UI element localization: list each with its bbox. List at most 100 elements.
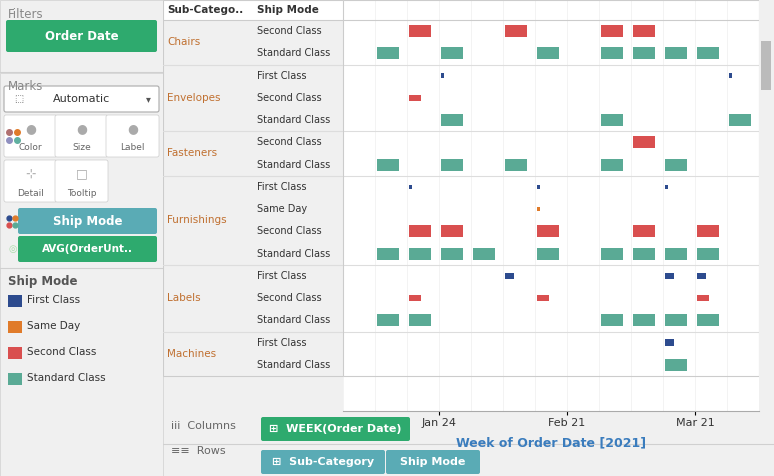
Bar [601,314,623,327]
Bar [761,41,771,90]
FancyBboxPatch shape [261,450,385,474]
Text: ⬚: ⬚ [14,94,23,104]
Text: Furnishings: Furnishings [167,215,227,225]
Text: ⊞  Sub-Category: ⊞ Sub-Category [272,457,374,467]
Text: ●: ● [76,122,87,136]
Bar [440,248,463,260]
Text: Label: Label [120,143,145,152]
Bar [377,47,399,60]
Bar [8,295,22,307]
Bar [697,47,719,60]
Text: Second Class: Second Class [257,93,322,103]
Text: AVG(OrderUnt..: AVG(OrderUnt.. [42,244,133,254]
Bar [505,272,514,279]
Bar [377,314,399,327]
Text: ●: ● [127,122,138,136]
Text: Filters: Filters [8,8,43,21]
Text: ●: ● [25,122,36,136]
Bar [440,114,463,126]
Text: ≡≡  Rows: ≡≡ Rows [171,446,226,456]
Bar [536,225,559,238]
Bar [728,114,751,126]
Bar [632,25,655,37]
Bar [697,248,719,260]
Text: ▾: ▾ [146,94,151,104]
Bar [0,73,163,273]
Bar [632,248,655,260]
Bar [536,47,559,60]
Text: Ship Mode: Ship Mode [400,457,466,467]
Text: Second Class: Second Class [257,227,322,237]
Bar [409,248,431,260]
Text: Second Class: Second Class [257,26,322,36]
Text: Sub-Catego..: Sub-Catego.. [167,5,243,15]
Bar [697,295,710,301]
Text: Envelopes: Envelopes [167,93,221,103]
Bar [0,268,163,476]
Text: Ship Mode: Ship Mode [8,275,77,288]
Bar [536,185,539,189]
Bar [377,159,399,171]
Bar [632,136,655,149]
Text: Second Class: Second Class [27,347,97,357]
Text: ◎: ◎ [9,244,17,254]
Bar [409,295,421,301]
Bar [632,225,655,238]
Text: ⊞  WEEK(Order Date): ⊞ WEEK(Order Date) [269,424,402,434]
Bar [409,25,431,37]
Text: Same Day: Same Day [27,321,80,331]
Bar [409,314,431,327]
Bar [8,347,22,359]
FancyBboxPatch shape [261,417,410,441]
Bar [665,47,687,60]
Bar [473,248,495,260]
Bar [665,314,687,327]
Bar [440,225,463,238]
Text: Standard Class: Standard Class [257,159,330,169]
FancyBboxPatch shape [6,20,157,52]
Bar [440,47,463,60]
FancyBboxPatch shape [4,115,57,157]
Text: First Class: First Class [257,70,307,80]
Bar [0,0,163,72]
Text: Machines: Machines [167,349,216,359]
Bar [728,73,731,78]
Bar [536,207,539,211]
Text: Fasteners: Fasteners [167,149,217,159]
FancyBboxPatch shape [55,160,108,202]
Text: iii  Columns: iii Columns [171,421,236,431]
Bar [409,225,431,238]
Bar [8,373,22,385]
Bar [697,272,706,279]
Text: Standard Class: Standard Class [27,373,105,383]
Text: Detail: Detail [17,188,44,198]
FancyBboxPatch shape [4,160,57,202]
Bar [697,314,719,327]
Bar [505,159,527,171]
FancyBboxPatch shape [18,236,157,262]
FancyBboxPatch shape [18,208,157,234]
Bar [665,248,687,260]
Text: Chairs: Chairs [167,37,200,47]
Bar [163,0,343,20]
Bar [665,359,687,371]
Text: Ship Mode: Ship Mode [53,215,122,228]
Bar [601,114,623,126]
Text: First Class: First Class [257,182,307,192]
X-axis label: Week of Order Date [2021]: Week of Order Date [2021] [456,436,646,449]
Bar [665,272,674,279]
Bar [665,159,687,171]
FancyBboxPatch shape [4,86,159,112]
Text: □: □ [76,168,87,180]
FancyBboxPatch shape [55,115,108,157]
Bar [440,159,463,171]
Text: First Class: First Class [257,271,307,281]
Text: Second Class: Second Class [257,293,322,303]
Bar [601,248,623,260]
Text: Color: Color [19,143,43,152]
FancyBboxPatch shape [106,115,159,157]
Text: Marks: Marks [8,80,43,93]
Bar [8,321,22,333]
Bar [632,314,655,327]
Text: Standard Class: Standard Class [257,316,330,326]
